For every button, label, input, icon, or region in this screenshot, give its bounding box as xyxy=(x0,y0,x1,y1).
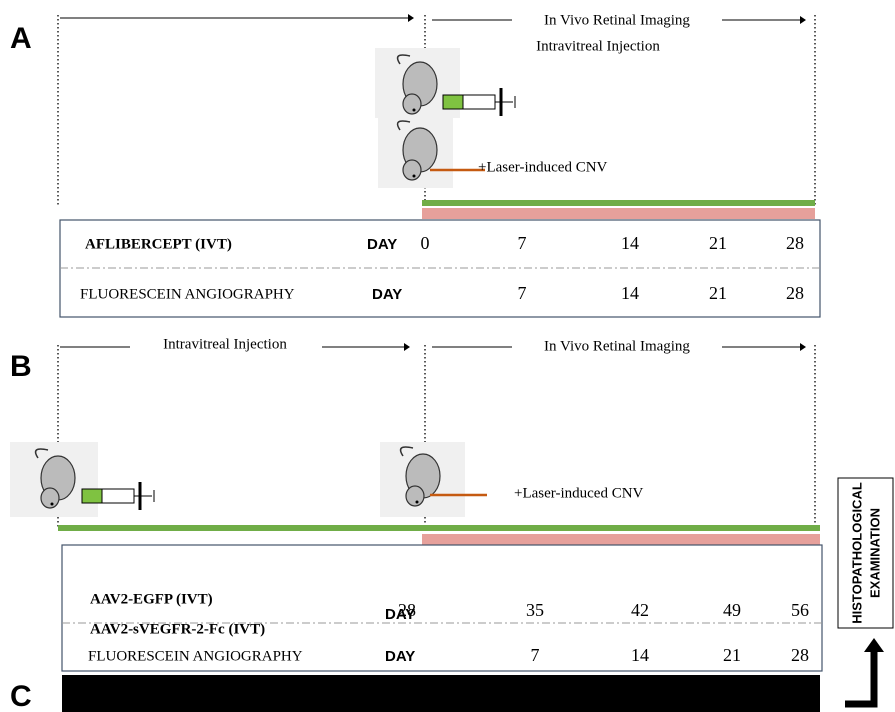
treatment: AAV2-EGFP (IVT) xyxy=(90,591,213,607)
day-label: DAY xyxy=(385,648,415,665)
laser-label: +Laser-induced CNV xyxy=(514,485,644,501)
side-text: EXAMINATION xyxy=(867,508,882,598)
day-value: 14 xyxy=(621,233,639,253)
panel-label: A xyxy=(10,22,32,55)
day-value: 28 xyxy=(398,600,416,620)
day-value: 21 xyxy=(723,645,741,665)
bar-black xyxy=(62,675,820,712)
side-box xyxy=(838,478,893,628)
bar-green xyxy=(58,525,820,531)
bar-green xyxy=(422,200,815,206)
arrow-head xyxy=(404,343,410,351)
day-value: 14 xyxy=(631,645,649,665)
day-value: 21 xyxy=(709,233,727,253)
arrow-head xyxy=(800,16,806,24)
day-value: 28 xyxy=(791,645,809,665)
header: In Vivo Retinal Imaging xyxy=(544,12,690,28)
day-value: 7 xyxy=(518,233,527,253)
day-value: 21 xyxy=(709,283,727,303)
day-value: 28 xyxy=(786,283,804,303)
day-value: 49 xyxy=(723,600,741,620)
panel-label: B xyxy=(10,350,32,383)
diagram: A In Vivo Retinal Imaging Intravitreal I… xyxy=(0,0,895,712)
day-value: 42 xyxy=(631,600,649,620)
header: In Vivo Retinal Imaging xyxy=(544,338,690,354)
arrow-head xyxy=(800,343,806,351)
day-value: 14 xyxy=(621,283,639,303)
day-value: 28 xyxy=(786,233,804,253)
bar-pink xyxy=(422,534,820,545)
day-value: 7 xyxy=(518,283,527,303)
arrow-head xyxy=(864,638,884,652)
header: Intravitreal Injection xyxy=(536,38,660,54)
bar-pink xyxy=(422,208,815,219)
arrow-head xyxy=(408,14,414,22)
side-text: HISTOPATHOLOGICAL xyxy=(849,482,864,624)
treatment: FLUORESCEIN ANGIOGRAPHY xyxy=(80,286,295,302)
day-value: 35 xyxy=(526,600,544,620)
day-label: DAY xyxy=(372,286,402,303)
day-value: 56 xyxy=(791,600,809,620)
day-value: 7 xyxy=(531,645,540,665)
panel-label: C xyxy=(10,680,32,712)
laser-label: +Laser-induced CNV xyxy=(478,159,608,175)
day-label: DAY xyxy=(367,236,397,253)
treatment: FLUORESCEIN ANGIOGRAPHY xyxy=(88,648,303,664)
treatment: AFLIBERCEPT (IVT) xyxy=(85,236,232,252)
day-value: 0 xyxy=(421,233,430,253)
header: Intravitreal Injection xyxy=(163,336,287,352)
treatment: AAV2-sVEGFR-2-Fc (IVT) xyxy=(90,621,265,637)
arrow xyxy=(845,650,874,704)
